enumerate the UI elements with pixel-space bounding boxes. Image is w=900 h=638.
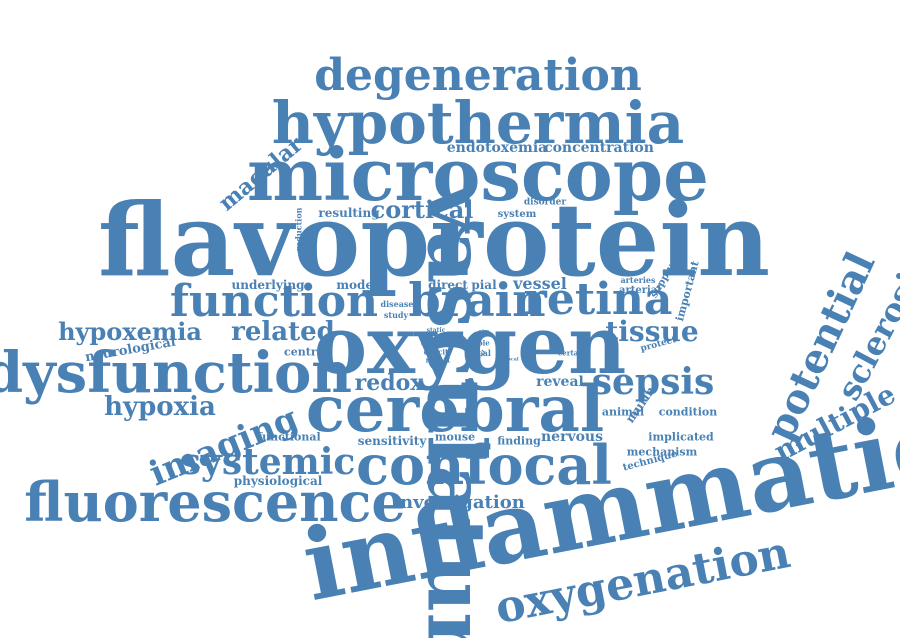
word-mechanism: mechanism: [626, 445, 698, 459]
word-arteries: arteries: [620, 275, 656, 285]
word-oxygen: oxygen: [313, 298, 627, 392]
word-underlying: underlying: [231, 278, 305, 292]
word-redox: redox: [354, 370, 424, 396]
word-focal: focal: [469, 348, 491, 358]
word-brain: brain: [408, 273, 546, 327]
word-hypothermia: hypothermia: [271, 89, 685, 157]
word-physiological: physiological: [233, 474, 323, 488]
word-report: report: [425, 355, 451, 365]
word-arterial: arterial: [618, 285, 662, 296]
word-sepsis: sepsis: [591, 361, 715, 403]
word-role: role: [474, 338, 490, 348]
word-dysfunction: dysfunction: [0, 340, 353, 406]
word-effect: effect: [420, 338, 444, 348]
word-cortical: cortical: [370, 195, 474, 224]
word-related: related: [231, 317, 335, 347]
word-function: function: [169, 276, 379, 327]
word-study: study: [383, 310, 409, 320]
word-tissue: tissue: [605, 315, 699, 348]
word-condition: condition: [658, 405, 718, 419]
word-pial: pial: [471, 278, 497, 292]
word-certain: certain: [558, 348, 586, 358]
word-flavoprotein: flavoprotein: [97, 181, 771, 299]
word-fluorescence: fluorescence: [24, 470, 406, 534]
word-system: system: [497, 209, 537, 220]
word-static: static: [426, 327, 446, 334]
word-endotoxemia: endotoxemia: [446, 140, 548, 156]
word-concentration: concentration: [544, 140, 654, 156]
word-mouse: mouse: [434, 430, 476, 444]
word-animal: animal: [601, 405, 645, 419]
word-local: local: [505, 356, 519, 363]
word-aim: aim: [478, 328, 490, 335]
word-central: central: [284, 345, 328, 359]
word-retina: retina: [523, 274, 673, 325]
word-degeneration: degeneration: [314, 50, 642, 101]
word-nervous: nervous: [541, 429, 603, 445]
word-deficit: deficit: [423, 347, 449, 357]
word-model: model: [336, 278, 378, 292]
word-direct: direct: [428, 278, 468, 292]
word-confocal: confocal: [356, 433, 612, 497]
word-investigation: investigation: [393, 492, 525, 513]
word-functional: functional: [257, 430, 321, 444]
word-finding: finding: [497, 434, 541, 448]
word-vessel: vessel: [513, 274, 567, 293]
word-disease: disease: [380, 299, 414, 309]
word-sensitivity: sensitivity: [357, 434, 427, 448]
word-resulting: resulting: [318, 206, 380, 220]
word-implicated: implicated: [648, 430, 714, 444]
word-reveal: reveal: [536, 374, 584, 390]
word-microscope: microscope: [247, 132, 709, 217]
word-hypoxemia: hypoxemia: [58, 317, 202, 346]
word-systemic: systemic: [180, 441, 356, 483]
word-hypoxia: hypoxia: [104, 392, 216, 422]
word-cerebral: cerebral: [305, 372, 605, 447]
word-reduction: reduction: [293, 207, 304, 251]
word-disorder: disorder: [523, 197, 567, 208]
